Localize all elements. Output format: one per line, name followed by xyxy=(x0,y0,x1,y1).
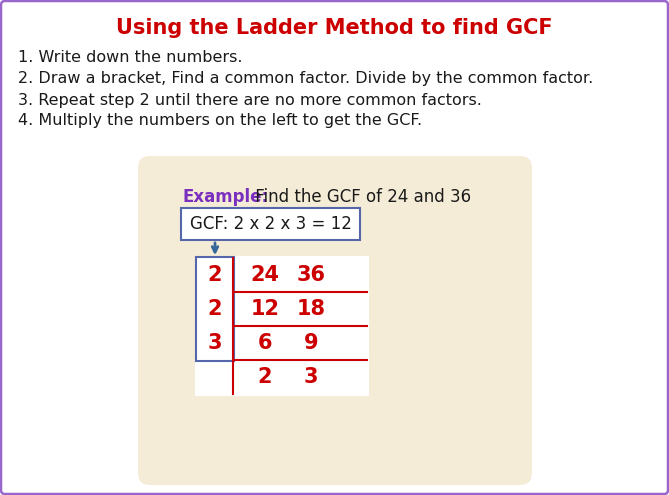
Text: 3. Repeat step 2 until there are no more common factors.: 3. Repeat step 2 until there are no more… xyxy=(18,93,482,107)
Text: 36: 36 xyxy=(296,265,326,285)
Text: Example:: Example: xyxy=(183,188,269,206)
Text: 6: 6 xyxy=(258,333,272,353)
Text: 2. Draw a bracket, Find a common factor. Divide by the common factor.: 2. Draw a bracket, Find a common factor.… xyxy=(18,71,593,87)
Text: 9: 9 xyxy=(304,333,318,353)
Text: 24: 24 xyxy=(250,265,280,285)
FancyBboxPatch shape xyxy=(196,257,234,361)
Text: 2: 2 xyxy=(258,367,272,387)
Text: 12: 12 xyxy=(250,299,280,319)
Text: Find the GCF of 24 and 36: Find the GCF of 24 and 36 xyxy=(250,188,471,206)
Text: 4. Multiply the numbers on the left to get the GCF.: 4. Multiply the numbers on the left to g… xyxy=(18,113,422,129)
FancyBboxPatch shape xyxy=(195,256,369,396)
Text: 3: 3 xyxy=(304,367,318,387)
Text: 2: 2 xyxy=(208,299,222,319)
Text: 2: 2 xyxy=(208,265,222,285)
Text: 1. Write down the numbers.: 1. Write down the numbers. xyxy=(18,50,242,65)
FancyBboxPatch shape xyxy=(181,208,360,240)
Text: 3: 3 xyxy=(208,333,222,353)
Text: 18: 18 xyxy=(296,299,326,319)
Text: GCF: 2 x 2 x 3 = 12: GCF: 2 x 2 x 3 = 12 xyxy=(189,215,351,233)
Text: Using the Ladder Method to find GCF: Using the Ladder Method to find GCF xyxy=(116,18,553,38)
FancyBboxPatch shape xyxy=(138,156,532,485)
